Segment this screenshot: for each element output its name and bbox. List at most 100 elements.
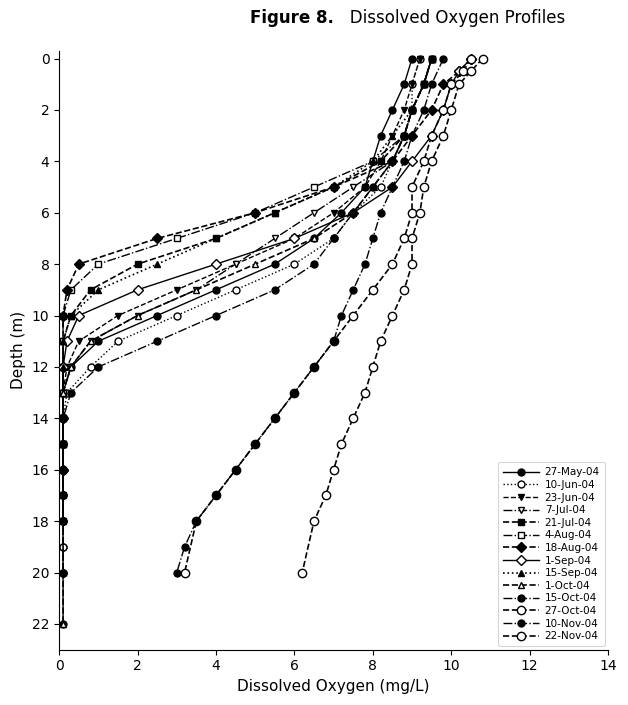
22-Nov-04 [420, 183, 428, 191]
27-May-04 [310, 234, 318, 243]
23-Jun-04 [59, 517, 67, 525]
7-Jul-04 [420, 80, 428, 88]
10-Nov-04 [173, 568, 180, 577]
7-Jul-04 [87, 337, 94, 345]
22-Nov-04 [401, 286, 408, 294]
27-May-04 [59, 620, 67, 628]
Line: 15-Sep-04: 15-Sep-04 [60, 55, 435, 525]
1-Sep-04 [467, 54, 475, 63]
1-Oct-04 [349, 209, 357, 217]
18-Aug-04 [389, 157, 396, 166]
4-Aug-04 [310, 183, 318, 191]
15-Sep-04 [330, 183, 337, 191]
7-Jul-04 [389, 157, 396, 166]
15-Sep-04 [271, 209, 279, 217]
27-May-04 [59, 517, 67, 525]
23-Jun-04 [401, 106, 408, 114]
10-Nov-04 [181, 543, 188, 551]
1-Sep-04 [63, 337, 71, 345]
23-Jun-04 [63, 362, 71, 371]
10-Jun-04 [59, 465, 67, 474]
21-Jul-04 [330, 183, 337, 191]
18-Aug-04 [440, 80, 447, 88]
4-Aug-04 [59, 337, 67, 345]
10-Jun-04 [114, 337, 122, 345]
27-Oct-04 [408, 209, 416, 217]
7-Jul-04 [67, 362, 75, 371]
23-Jun-04 [59, 465, 67, 474]
15-Oct-04 [389, 157, 396, 166]
4-Aug-04 [401, 131, 408, 140]
15-Sep-04 [59, 440, 67, 448]
15-Oct-04 [428, 54, 435, 63]
27-Oct-04 [448, 80, 455, 88]
27-Oct-04 [459, 67, 467, 75]
23-Jun-04 [75, 337, 82, 345]
1-Oct-04 [59, 440, 67, 448]
10-Nov-04 [338, 312, 345, 320]
1-Sep-04 [59, 465, 67, 474]
10-Nov-04 [291, 388, 298, 397]
27-May-04 [59, 543, 67, 551]
10-Jun-04 [330, 234, 337, 243]
15-Sep-04 [408, 106, 416, 114]
15-Sep-04 [389, 131, 396, 140]
10-Jun-04 [408, 106, 416, 114]
15-Sep-04 [95, 286, 102, 294]
27-May-04 [212, 286, 220, 294]
15-Sep-04 [59, 414, 67, 422]
27-Oct-04 [467, 54, 475, 63]
15-Oct-04 [59, 517, 67, 525]
23-Jun-04 [408, 80, 416, 88]
22-Nov-04 [440, 131, 447, 140]
15-Sep-04 [153, 260, 161, 269]
1-Oct-04 [408, 106, 416, 114]
18-Aug-04 [59, 362, 67, 371]
21-Jul-04 [87, 286, 94, 294]
1-Sep-04 [389, 183, 396, 191]
22-Nov-04 [408, 260, 416, 269]
27-Oct-04 [408, 183, 416, 191]
Line: 4-Aug-04: 4-Aug-04 [60, 55, 435, 448]
7-Jul-04 [59, 465, 67, 474]
21-Jul-04 [134, 260, 141, 269]
1-Oct-04 [87, 337, 94, 345]
10-Jun-04 [349, 209, 357, 217]
27-May-04 [338, 209, 345, 217]
1-Sep-04 [75, 312, 82, 320]
21-Jul-04 [67, 312, 75, 320]
4-Aug-04 [251, 209, 259, 217]
15-Oct-04 [59, 568, 67, 577]
10-Nov-04 [401, 157, 408, 166]
27-May-04 [389, 106, 396, 114]
10-Nov-04 [310, 362, 318, 371]
15-Oct-04 [59, 465, 67, 474]
27-May-04 [408, 54, 416, 63]
1-Oct-04 [59, 491, 67, 500]
21-Jul-04 [212, 234, 220, 243]
Legend: 27-May-04, 10-Jun-04, 23-Jun-04, 7-Jul-04, 21-Jul-04, 4-Aug-04, 18-Aug-04, 1-Sep: 27-May-04, 10-Jun-04, 23-Jun-04, 7-Jul-0… [498, 462, 605, 646]
10-Nov-04 [377, 209, 384, 217]
18-Aug-04 [467, 54, 475, 63]
21-Jul-04 [428, 54, 435, 63]
22-Nov-04 [349, 414, 357, 422]
27-Oct-04 [389, 260, 396, 269]
4-Aug-04 [59, 312, 67, 320]
4-Aug-04 [59, 362, 67, 371]
27-Oct-04 [310, 362, 318, 371]
27-Oct-04 [420, 157, 428, 166]
27-May-04 [401, 80, 408, 88]
1-Sep-04 [455, 67, 463, 75]
27-Oct-04 [232, 465, 239, 474]
1-Oct-04 [59, 388, 67, 397]
18-Aug-04 [153, 234, 161, 243]
23-Jun-04 [377, 157, 384, 166]
27-May-04 [59, 440, 67, 448]
22-Nov-04 [428, 157, 435, 166]
27-Oct-04 [369, 286, 377, 294]
21-Jul-04 [271, 209, 279, 217]
27-May-04 [361, 183, 369, 191]
15-Sep-04 [67, 312, 75, 320]
Line: 10-Nov-04: 10-Nov-04 [173, 55, 447, 576]
18-Aug-04 [408, 131, 416, 140]
